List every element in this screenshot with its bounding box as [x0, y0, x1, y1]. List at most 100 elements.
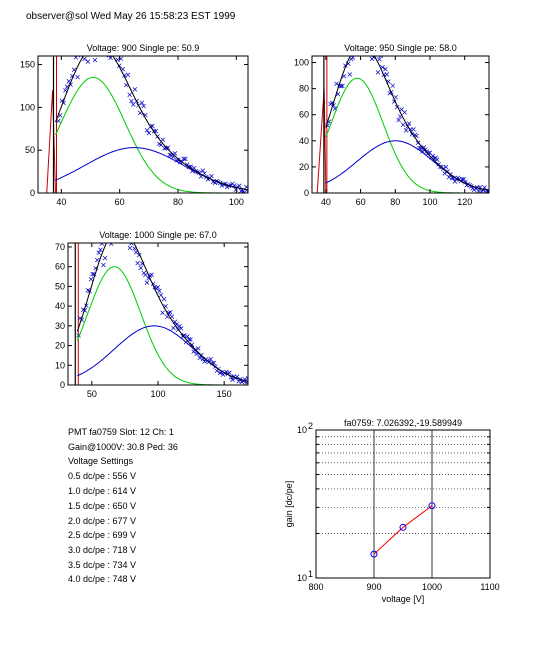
setting-line-6: 3.0 dc/pe : 718 V	[68, 545, 137, 555]
y-tick-label: 70	[55, 242, 65, 252]
x-tick-label: 120	[457, 197, 472, 207]
data-point	[461, 177, 467, 182]
data-point	[144, 127, 150, 133]
data-point	[406, 121, 412, 126]
pmt-line: PMT fa0759 Slot: 12 Ch: 1	[68, 427, 174, 437]
data-point	[78, 56, 84, 58]
plot-area	[68, 221, 248, 385]
y-tick-label: 10	[297, 425, 307, 435]
axes-frame	[315, 429, 491, 579]
gain-line: Gain@1000V: 30.8 Ped: 36	[68, 442, 178, 452]
data-point	[98, 31, 102, 35]
gain-data-point	[370, 550, 378, 558]
data-point	[384, 72, 390, 77]
data-point	[452, 179, 458, 184]
data-point	[91, 34, 95, 38]
x-tick-label: 100	[150, 389, 165, 399]
data-point	[96, 250, 102, 255]
data-point	[99, 243, 105, 246]
single-pe-fit-line	[325, 77, 489, 193]
data-point	[188, 337, 193, 342]
data-point	[168, 310, 173, 315]
data-point	[149, 272, 154, 278]
data-point	[378, 56, 384, 59]
data-point	[141, 103, 146, 109]
data-point	[181, 156, 186, 161]
x-tick-label: 80	[173, 197, 183, 207]
setting-line-4: 2.0 dc/pe : 677 V	[68, 516, 137, 526]
total-fit-line	[325, 56, 489, 191]
x-tick-label: 40	[321, 197, 331, 207]
single-pe-fit-line	[76, 266, 248, 385]
total-fit-line	[55, 56, 248, 191]
data-point	[146, 130, 152, 136]
y-tick-exponent: 2	[308, 421, 313, 431]
multi-pe-fit-line	[55, 147, 248, 191]
y-tick-exponent: 1	[308, 569, 313, 579]
total-fit-line	[76, 243, 248, 382]
data-point	[102, 255, 108, 261]
data-point	[237, 183, 242, 189]
data-point	[208, 356, 213, 362]
data-point	[92, 57, 98, 63]
chart-title: fa0759: 7.026392,-19.589949	[344, 418, 462, 428]
data-point	[98, 247, 103, 252]
y-tick-label: 0	[60, 380, 65, 390]
histogram-panel-1: 40 60 80 100 0 50 100 150 Voltage: 900 Single pe…	[20, 30, 249, 207]
x-tick-label: 150	[217, 389, 232, 399]
data-point	[355, 28, 359, 32]
single-pe-fit-line	[55, 76, 248, 193]
data-point	[144, 280, 150, 285]
data-point	[108, 221, 112, 225]
data-point	[89, 30, 93, 34]
chart-title: Voltage: 950 Single pe: 58.0	[344, 43, 457, 53]
data-point	[200, 168, 206, 173]
voltage-settings-title: Voltage Settings	[68, 456, 134, 466]
y-tick-label: 20	[55, 341, 65, 351]
data-point	[127, 245, 133, 251]
data-point	[442, 171, 447, 176]
data-point	[375, 70, 381, 75]
y-tick-label: 100	[294, 58, 309, 68]
setting-line-2: 1.0 dc/pe : 614 V	[68, 486, 137, 496]
data-point	[130, 102, 136, 107]
pedestal-fit-line	[38, 90, 248, 193]
data-point	[245, 375, 248, 381]
data-point	[160, 137, 166, 143]
x-tick-label: 100	[229, 197, 244, 207]
data-point	[155, 285, 161, 290]
data-point	[352, 37, 356, 41]
data-point	[160, 310, 165, 315]
y-tick-label: 10	[297, 573, 307, 583]
data-point	[81, 40, 85, 44]
data-point	[88, 277, 94, 282]
y-tick-label: 80	[299, 84, 309, 94]
setting-line-8: 4.0 dc/pe : 748 V	[68, 574, 137, 584]
data-point	[56, 118, 61, 124]
plot-area	[38, 30, 248, 193]
data-point	[177, 159, 183, 165]
data-point	[363, 37, 367, 41]
data-point	[364, 34, 368, 38]
data-point	[177, 323, 182, 329]
data-point	[157, 288, 162, 294]
data-point	[377, 57, 382, 62]
y-tick-label: 20	[299, 162, 309, 172]
data-point	[340, 83, 345, 89]
data-point	[403, 128, 409, 133]
y-tick-label: 10	[55, 360, 65, 370]
data-point	[161, 296, 167, 302]
data-point	[482, 185, 487, 190]
x-tick-label: 1100	[480, 582, 499, 592]
x-tick-label: 900	[366, 582, 381, 592]
axes-frame	[37, 55, 249, 194]
data-point	[421, 145, 427, 150]
data-point	[132, 87, 138, 92]
data-point	[426, 150, 431, 156]
setting-line-3: 1.5 dc/pe : 650 V	[68, 501, 137, 511]
data-point	[434, 157, 440, 162]
data-point	[129, 98, 134, 104]
data-point	[108, 243, 114, 246]
x-tick-label: 100	[422, 197, 437, 207]
